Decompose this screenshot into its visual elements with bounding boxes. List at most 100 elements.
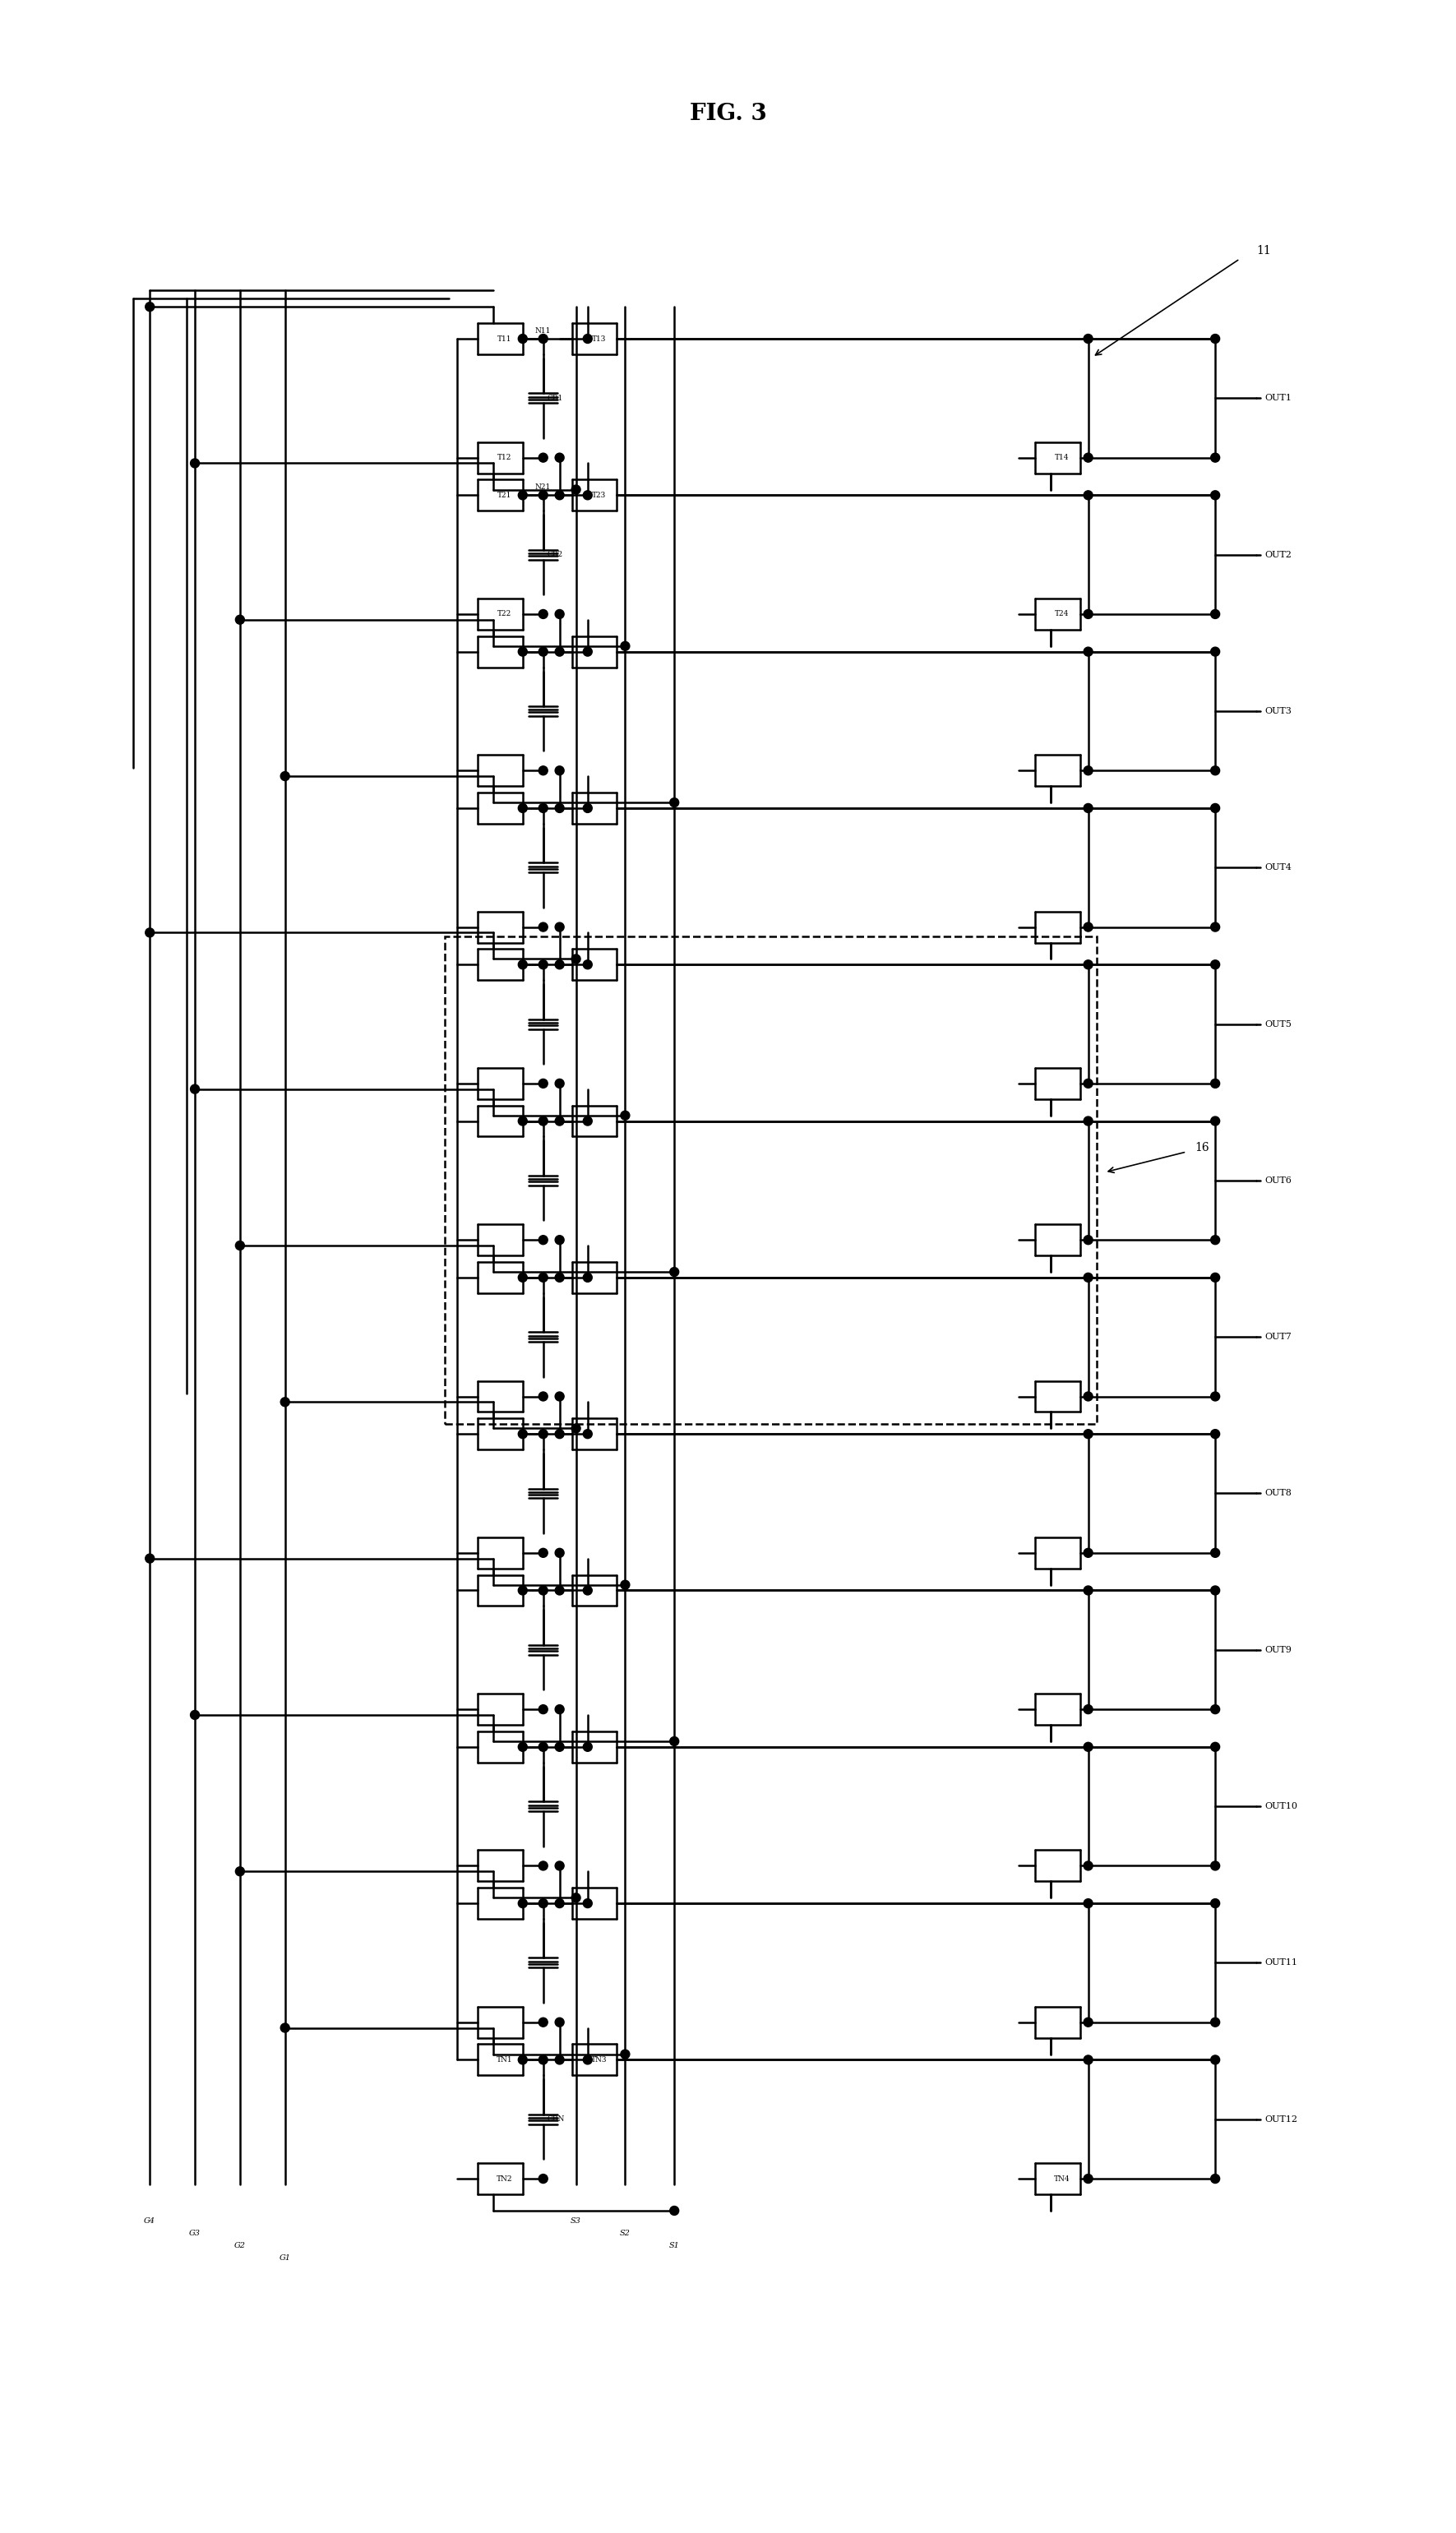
Text: OUT10: OUT10 [1264,1801,1297,1811]
Circle shape [1211,922,1220,932]
Text: OUT2: OUT2 [1264,550,1291,560]
Circle shape [539,1900,547,1907]
Circle shape [620,1112,629,1120]
Circle shape [1211,1079,1220,1089]
Circle shape [555,1117,563,1125]
Circle shape [1083,1393,1092,1401]
Circle shape [1083,610,1092,618]
Circle shape [1083,2019,1092,2026]
Text: TN4: TN4 [1054,2176,1070,2183]
Circle shape [539,1274,547,1282]
Circle shape [555,960,563,970]
Circle shape [281,2024,290,2031]
Circle shape [1211,1274,1220,1282]
Circle shape [1211,1586,1220,1596]
Circle shape [539,922,547,932]
Circle shape [555,1548,563,1558]
Circle shape [1083,1236,1092,1244]
Circle shape [1083,1862,1092,1869]
Text: OUT5: OUT5 [1264,1021,1291,1028]
Circle shape [584,803,593,813]
Circle shape [571,1892,581,1902]
Text: N11: N11 [534,327,550,334]
Text: OUT9: OUT9 [1264,1646,1291,1654]
Text: OUT6: OUT6 [1264,1175,1291,1185]
Circle shape [539,646,547,656]
Circle shape [555,2054,563,2064]
Circle shape [236,1867,245,1877]
Circle shape [584,1586,593,1596]
Circle shape [539,334,547,344]
Circle shape [1211,334,1220,344]
Circle shape [1211,2019,1220,2026]
Circle shape [1083,1548,1092,1558]
Circle shape [539,1117,547,1125]
Circle shape [539,453,547,461]
Text: T14: T14 [1054,453,1069,461]
Circle shape [1211,1862,1220,1869]
Circle shape [1211,1393,1220,1401]
Circle shape [584,1429,593,1439]
Circle shape [539,1705,547,1715]
Circle shape [555,1900,563,1907]
Circle shape [555,1743,563,1750]
Circle shape [539,1393,547,1401]
Circle shape [539,1236,547,1244]
Circle shape [1083,803,1092,813]
Circle shape [555,1274,563,1282]
Circle shape [555,803,563,813]
Text: T11: T11 [498,334,513,342]
Circle shape [191,1084,199,1094]
Circle shape [539,2019,547,2026]
Circle shape [518,803,527,813]
Circle shape [1083,1117,1092,1125]
Circle shape [1083,491,1092,499]
Circle shape [518,1274,527,1282]
Circle shape [518,1117,527,1125]
Circle shape [539,1743,547,1750]
Circle shape [1211,1900,1220,1907]
Text: CB2: CB2 [547,552,563,557]
Text: G3: G3 [189,2229,201,2237]
Circle shape [518,960,527,970]
Circle shape [146,1553,154,1563]
Circle shape [1083,1429,1092,1439]
Text: OUT12: OUT12 [1264,2115,1297,2123]
Circle shape [1083,1705,1092,1715]
Circle shape [584,646,593,656]
Circle shape [191,1710,199,1720]
Circle shape [555,1705,563,1715]
Circle shape [1083,1900,1092,1907]
Circle shape [1211,1236,1220,1244]
Text: T23: T23 [591,491,606,499]
Circle shape [236,1241,245,1249]
Circle shape [1211,2054,1220,2064]
Circle shape [146,301,154,312]
Circle shape [1083,453,1092,461]
Text: TN2: TN2 [496,2176,513,2183]
Text: OUT7: OUT7 [1264,1332,1291,1340]
Circle shape [1211,803,1220,813]
Circle shape [555,1393,563,1401]
Circle shape [539,1548,547,1558]
Circle shape [571,1424,581,1434]
Text: OUT4: OUT4 [1264,864,1291,871]
Circle shape [539,2173,547,2183]
Circle shape [1083,765,1092,775]
Text: TN3: TN3 [591,2057,607,2064]
Text: S3: S3 [571,2216,581,2224]
Circle shape [555,610,563,618]
Circle shape [539,1862,547,1869]
Circle shape [571,955,581,963]
Text: 16: 16 [1195,1142,1210,1153]
Circle shape [1211,1117,1220,1125]
Circle shape [670,1738,678,1745]
Circle shape [584,1117,593,1125]
Circle shape [539,960,547,970]
Text: S2: S2 [620,2229,630,2237]
Text: 11: 11 [1257,246,1271,256]
Circle shape [555,1079,563,1089]
Circle shape [146,927,154,937]
Text: N21: N21 [534,484,550,491]
Circle shape [1211,491,1220,499]
